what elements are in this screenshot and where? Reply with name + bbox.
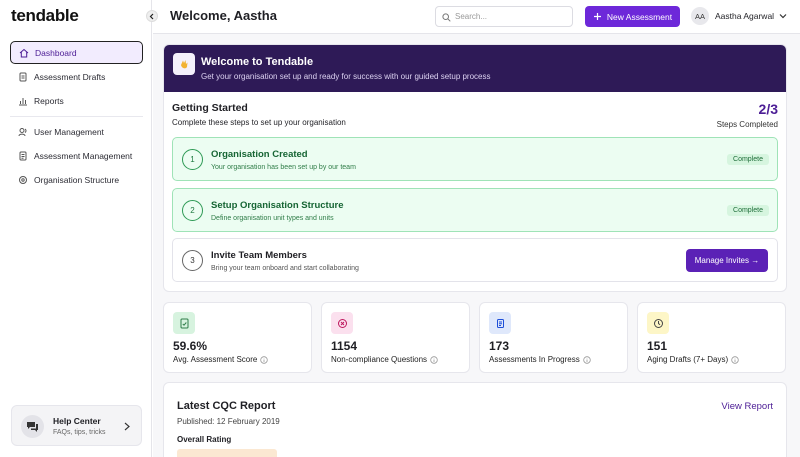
icon: [19, 72, 27, 81]
stat-label-text: Avg. Assessment Score: [173, 355, 258, 364]
status-badge: Complete: [727, 205, 769, 216]
search-box[interactable]: Search...: [435, 6, 573, 27]
step-subtitle: Your organisation has been set up by our…: [211, 164, 356, 171]
step-title: Setup Organisation Structure: [211, 200, 344, 211]
stat-label: Assessments In Progress: [489, 355, 591, 364]
stat-label-text: Non-compliance Questions: [331, 355, 428, 364]
report-published: Published: 12 February 2019: [177, 417, 280, 426]
step-title: Invite Team Members: [211, 250, 307, 261]
button-label: New Assessment: [606, 11, 673, 22]
nav-label: Organisation Structure: [34, 174, 120, 185]
manage-invites-button[interactable]: Manage Invites →: [686, 249, 768, 272]
step-number: 3: [182, 250, 203, 271]
stat-icon: [173, 312, 195, 334]
help-icon: [21, 415, 44, 438]
user-menu-chevron[interactable]: [779, 13, 787, 19]
icon: [19, 97, 27, 105]
section-title: Getting Started: [172, 102, 248, 114]
nav-label: Dashboard: [35, 47, 77, 58]
stat-value: 1154: [331, 339, 358, 353]
avatar[interactable]: AA: [691, 7, 709, 25]
page-title: Welcome, Aastha: [170, 8, 277, 23]
search-placeholder: Search...: [455, 12, 488, 21]
nav-item[interactable]: User Management: [10, 120, 143, 143]
chevron: [124, 422, 130, 431]
icon: [149, 13, 154, 19]
stat-label: Aging Drafts (7+ Days): [647, 355, 739, 364]
section-subtitle: Complete these steps to set up your orga…: [172, 118, 346, 127]
icon: [180, 318, 188, 328]
stat-icon: [331, 312, 353, 334]
step-number: 1: [182, 149, 203, 170]
help-subtitle: FAQs, tips, tricks: [53, 429, 106, 436]
progress-label: Steps Completed: [716, 120, 778, 129]
logo[interactable]: tendable: [11, 6, 79, 25]
icon: [19, 175, 27, 184]
icon: [337, 318, 347, 328]
nav-label: User Management: [34, 126, 104, 137]
plus-icon: [593, 13, 601, 20]
stat-value: 151: [647, 339, 668, 353]
nav-label: Reports: [34, 95, 64, 106]
stat-label: Non-compliance Questions: [331, 355, 438, 364]
stat-card: 173 Assessments In Progress: [479, 302, 628, 373]
stat-card: 59.6% Avg. Assessment Score: [163, 302, 312, 373]
icon: [653, 318, 663, 328]
search-icon: [442, 13, 451, 22]
banner-subtitle: Get your organisation set up and ready f…: [201, 72, 491, 81]
nav-item[interactable]: Dashboard: [10, 41, 143, 64]
icon: [496, 318, 504, 328]
nav-item[interactable]: Assessment Drafts: [10, 65, 143, 88]
view-report-link[interactable]: View Report: [721, 401, 773, 412]
help-center[interactable]: Help Center FAQs, tips, tricks: [11, 405, 142, 446]
stat-card: 151 Aging Drafts (7+ Days): [637, 302, 786, 373]
new-assessment-button[interactable]: New Assessment: [585, 6, 680, 27]
icon: [19, 48, 29, 57]
collapse-button[interactable]: [146, 10, 158, 22]
banner-title: Welcome to Tendable: [201, 56, 314, 68]
step-number: 2: [182, 200, 203, 221]
stat-label-text: Assessments In Progress: [489, 355, 580, 364]
stat-card: 1154 Non-compliance Questions: [321, 302, 470, 373]
info-icon[interactable]: [430, 355, 438, 364]
nav-label: Assessment Management: [34, 150, 133, 161]
info-icon[interactable]: [583, 355, 591, 364]
nav-label: Assessment Drafts: [34, 71, 106, 82]
stat-label: Avg. Assessment Score: [173, 355, 269, 364]
report-title: Latest CQC Report: [177, 400, 276, 412]
step-title: Organisation Created: [211, 149, 308, 160]
user-name[interactable]: Aastha Agarwal: [715, 11, 775, 21]
step-subtitle: Define organisation unit types and units: [211, 215, 334, 222]
stat-label-text: Aging Drafts (7+ Days): [647, 355, 729, 364]
rating-badge: [177, 449, 277, 457]
icon: [18, 127, 27, 136]
banner: Welcome to Tendable Get your organisatio…: [164, 45, 786, 92]
nav-item[interactable]: Reports: [10, 89, 143, 112]
stat-value: 173: [489, 339, 510, 353]
stat-icon: [647, 312, 669, 334]
step: 2 Setup Organisation Structure Define or…: [172, 188, 778, 232]
status-badge: Complete: [727, 154, 769, 165]
divider: [10, 116, 143, 117]
stat-value: 59.6%: [173, 339, 208, 353]
wave-icon: [173, 53, 195, 75]
info-icon[interactable]: [731, 355, 739, 364]
step: 1 Organisation Created Your organisation…: [172, 137, 778, 181]
step-subtitle: Bring your team onboard and start collab…: [211, 265, 359, 272]
rating-label: Overall Rating: [177, 435, 232, 444]
sidebar: tendable Dashboard Assessment Drafts Rep…: [0, 0, 152, 457]
nav-item[interactable]: Organisation Structure: [10, 168, 143, 191]
icon: [19, 151, 27, 160]
stat-icon: [489, 312, 511, 334]
nav-item[interactable]: Assessment Management: [10, 144, 143, 167]
progress: 2/3: [758, 101, 778, 117]
info-icon[interactable]: [260, 355, 269, 364]
step: 3 Invite Team Members Bring your team on…: [172, 238, 778, 282]
icon: [181, 60, 188, 69]
help-title: Help Center: [53, 416, 101, 426]
report-card: Latest CQC Report Published: 12 February…: [163, 382, 787, 457]
icon: [27, 422, 38, 432]
